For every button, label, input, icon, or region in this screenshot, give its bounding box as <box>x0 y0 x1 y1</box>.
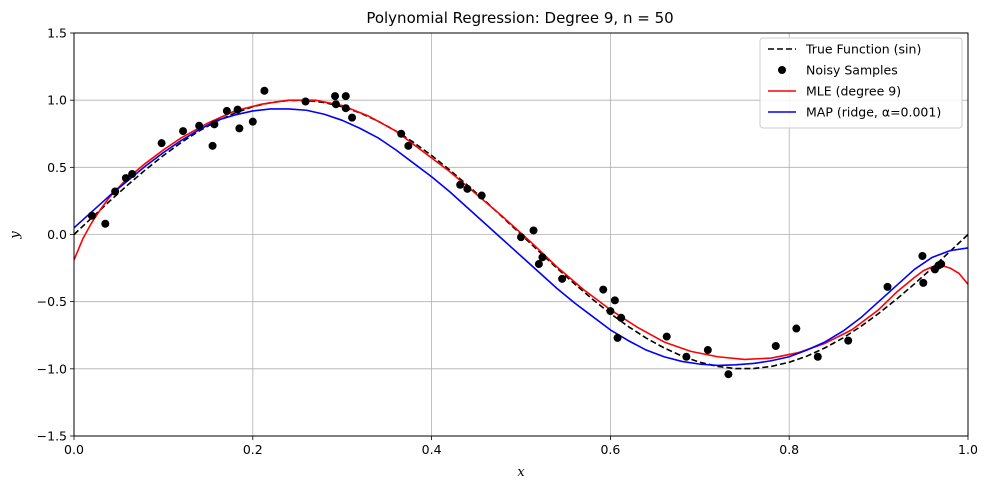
sample-point <box>477 191 486 200</box>
sample-point <box>341 104 350 113</box>
sample-point <box>121 174 130 183</box>
legend-label: True Function (sin) <box>805 42 921 57</box>
y-tick-label: 0.5 <box>47 160 67 175</box>
legend-marker <box>778 66 786 74</box>
sample-point <box>341 92 350 101</box>
legend-label: MAP (ridge, α=0.001) <box>806 105 941 120</box>
sample-point <box>610 296 619 305</box>
legend: True Function (sin) Noisy Samples MLE (deg… <box>759 37 963 129</box>
sample-point <box>233 105 242 114</box>
sample-point <box>210 120 219 129</box>
sample-point <box>331 100 340 109</box>
sample-point <box>331 92 340 101</box>
sample-point <box>813 352 822 361</box>
sample-point <box>558 274 567 283</box>
sample-point <box>771 341 780 350</box>
sample-point <box>404 141 413 150</box>
x-tick-label: 0.0 <box>64 442 84 457</box>
sample-point <box>195 121 204 130</box>
y-axis-label: y <box>8 231 23 240</box>
sample-point <box>937 260 946 269</box>
sample-point <box>248 117 257 126</box>
sample-point <box>222 106 231 115</box>
sample-point <box>235 124 244 133</box>
sample-point <box>599 285 608 294</box>
sample-point <box>682 352 691 361</box>
x-tick-label: 0.8 <box>779 442 799 457</box>
sample-point <box>397 129 406 138</box>
sample-point <box>724 370 733 379</box>
sample-point <box>617 313 626 322</box>
sample-point <box>179 127 188 136</box>
legend-label: Noisy Samples <box>806 63 898 78</box>
sample-point <box>613 333 622 342</box>
sample-point <box>534 260 543 269</box>
sample-point <box>87 211 96 220</box>
y-tick-label: −0.5 <box>37 294 67 309</box>
sample-point <box>208 141 217 150</box>
series-line-1 <box>74 99 968 361</box>
sample-point <box>157 139 166 148</box>
sample-point <box>538 253 547 262</box>
sample-point <box>844 336 853 345</box>
y-tick-label: 1.5 <box>47 26 67 41</box>
y-tick-label: −1.0 <box>37 361 67 376</box>
sample-point <box>703 346 712 355</box>
sample-point <box>348 113 357 122</box>
scatter-layer <box>87 86 946 379</box>
sample-point <box>517 233 525 242</box>
sample-point <box>128 170 137 179</box>
sample-point <box>883 282 892 291</box>
sample-point <box>456 180 465 189</box>
sample-point <box>101 219 110 228</box>
series-line-2 <box>74 108 968 367</box>
legend-box <box>759 37 963 129</box>
sample-point <box>662 332 671 341</box>
chart-title: Polynomial Regression: Degree 9, n = 50 <box>366 9 673 27</box>
y-tick-label: 0.0 <box>47 227 67 242</box>
sample-point <box>606 307 615 316</box>
x-tick-label: 1.0 <box>958 442 978 457</box>
axis-ticks: 0.0 0.2 0.4 0.6 0.8 1.0 −1.5 −1.0 −0.5 0.0 0.5 1.0 1… <box>37 26 978 458</box>
x-tick-label: 0.2 <box>243 442 263 457</box>
sample-point <box>260 86 269 95</box>
sample-point <box>463 184 472 193</box>
sample-point <box>919 278 928 287</box>
sample-point <box>301 97 310 106</box>
x-axis-label: x <box>517 465 525 480</box>
x-tick-label: 0.4 <box>422 442 442 457</box>
x-tick-label: 0.6 <box>600 442 620 457</box>
sample-point <box>529 226 538 235</box>
sample-point <box>918 251 927 260</box>
legend-label: MLE (degree 9) <box>806 84 901 99</box>
y-tick-label: 1.0 <box>47 93 67 108</box>
sample-point <box>792 324 801 333</box>
y-tick-label: −1.5 <box>37 429 67 444</box>
sample-point <box>111 187 120 196</box>
